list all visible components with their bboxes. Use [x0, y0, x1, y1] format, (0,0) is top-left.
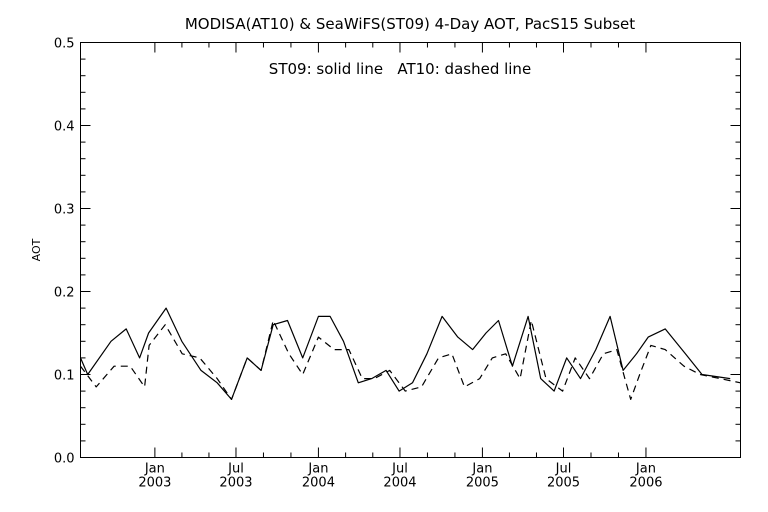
data-point-at10-4: [143, 385, 146, 388]
data-point-at10-30: [519, 377, 522, 380]
legend-text: ST09: solid line AT10: dashed line: [269, 60, 531, 78]
y-tick-label: 0.4: [54, 120, 75, 135]
y-axis: 0.0 0.1 0.2 0.3 0.4 0.5: [54, 37, 741, 467]
data-point-at10-13: [272, 319, 275, 322]
y-axis-label: AOT: [30, 238, 43, 261]
data-point-at10-8: [198, 356, 201, 359]
y-tick-label: 0.5: [54, 37, 75, 52]
x-tick-month-label: Jan: [635, 462, 656, 477]
series-line-st09: [79, 307, 731, 400]
data-point-at10-3: [129, 365, 132, 368]
y-tick-label: 0.3: [54, 203, 75, 218]
x-tick-year-label: 2005: [466, 476, 499, 491]
y-tick-label: 0.0: [54, 452, 75, 467]
data-point-at10-26: [463, 385, 466, 388]
x-tick-month-label: Jul: [391, 462, 408, 477]
y-tick-label: 0.2: [54, 286, 75, 301]
y-tick-label: 0.1: [54, 369, 75, 384]
data-point-at10-32: [545, 377, 548, 380]
x-tick-month-label: Jan: [144, 462, 165, 477]
data-point-at10-14: [287, 352, 290, 355]
x-tick-month-label: Jan: [471, 462, 492, 477]
data-point-at10-31: [530, 319, 533, 322]
x-tick-year-label: 2003: [219, 476, 252, 491]
x-tick-year-label: 2005: [547, 476, 580, 491]
x-tick-month-label: Jul: [227, 462, 244, 477]
plot-frame: [80, 42, 741, 458]
data-point-at10-36: [602, 352, 605, 355]
x-tick-year-label: 2004: [302, 476, 335, 491]
chart-title: MODISA(AT10) & SeaWiFS(ST09) 4-Day AOT, …: [185, 15, 635, 33]
data-point-at10-25: [450, 352, 453, 355]
series-layer: [79, 307, 741, 400]
x-tick-year-label: 2004: [383, 476, 416, 491]
series-line-at10: [80, 319, 741, 400]
x-tick-month-label: Jul: [555, 462, 572, 477]
x-axis: Jan2003Jul2003Jan2004Jul2004Jan2005Jul20…: [138, 42, 663, 491]
x-tick-month-label: Jan: [307, 462, 328, 477]
data-point-at10-23: [420, 385, 423, 388]
x-tick-year-label: 2003: [138, 476, 171, 491]
x-tick-year-label: 2006: [629, 476, 662, 491]
data-point-at10-19: [361, 377, 364, 380]
